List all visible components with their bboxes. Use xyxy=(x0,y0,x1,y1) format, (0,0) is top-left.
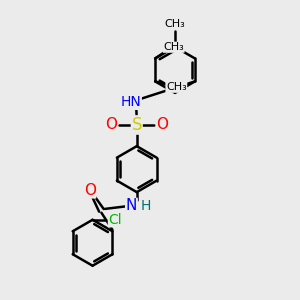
Text: CH₃: CH₃ xyxy=(163,42,184,52)
Text: HN: HN xyxy=(121,95,141,109)
Text: S: S xyxy=(131,116,142,134)
Text: N: N xyxy=(126,198,137,213)
Text: O: O xyxy=(84,183,96,198)
Text: Cl: Cl xyxy=(108,213,122,227)
Text: CH₃: CH₃ xyxy=(166,82,187,92)
Text: O: O xyxy=(156,118,168,133)
Text: H: H xyxy=(141,199,152,213)
Text: CH₃: CH₃ xyxy=(165,19,185,29)
Text: O: O xyxy=(105,118,117,133)
